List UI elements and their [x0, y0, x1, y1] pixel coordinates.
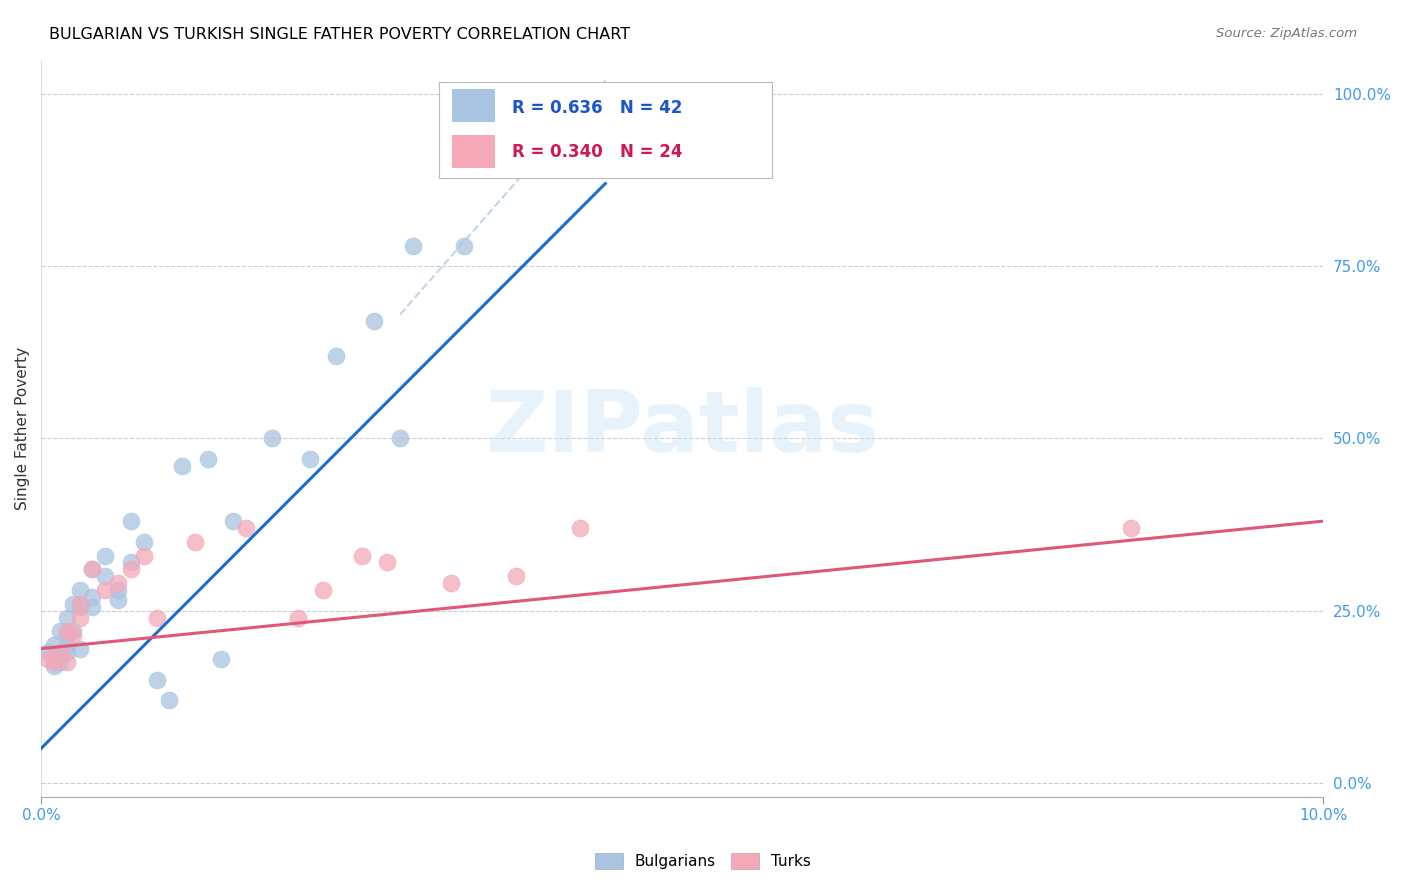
Point: [82, 600, 104, 615]
Point: [132, 549, 155, 563]
Legend: Bulgarians, Turks: Bulgarians, Turks: [589, 847, 817, 875]
Point: [350, 549, 373, 563]
Point: [82, 562, 104, 576]
Text: Source: ZipAtlas.com: Source: ZipAtlas.com: [1216, 27, 1357, 40]
Point: [82, 590, 104, 604]
Point: [62, 628, 84, 642]
Point: [37, 652, 59, 666]
Point: [94, 549, 117, 563]
Point: [49, 645, 72, 659]
Point: [69, 610, 91, 624]
Point: [260, 432, 283, 446]
Point: [120, 556, 142, 570]
Point: [120, 562, 142, 576]
Point: [197, 452, 219, 467]
Point: [55, 628, 77, 642]
Point: [62, 597, 84, 611]
Point: [172, 458, 194, 473]
Point: [42, 656, 65, 670]
Point: [145, 673, 167, 687]
Point: [55, 624, 77, 639]
Point: [107, 582, 129, 597]
Point: [69, 582, 91, 597]
Point: [593, 87, 616, 101]
Point: [568, 521, 591, 535]
Point: [82, 562, 104, 576]
Point: [453, 238, 475, 252]
Point: [55, 656, 77, 670]
Point: [42, 638, 65, 652]
Point: [49, 656, 72, 670]
Point: [363, 314, 385, 328]
Point: [107, 576, 129, 591]
Point: [37, 645, 59, 659]
Point: [132, 534, 155, 549]
Y-axis label: Single Father Poverty: Single Father Poverty: [15, 347, 30, 509]
Point: [287, 610, 309, 624]
Point: [492, 87, 515, 101]
Point: [49, 624, 72, 639]
Point: [530, 87, 553, 101]
Point: [69, 641, 91, 656]
Point: [157, 693, 180, 707]
Point: [62, 624, 84, 639]
Point: [120, 514, 142, 528]
Point: [55, 638, 77, 652]
Point: [209, 652, 232, 666]
Point: [555, 87, 578, 101]
Point: [325, 349, 347, 363]
Point: [402, 238, 425, 252]
Point: [42, 658, 65, 673]
Point: [107, 593, 129, 607]
Point: [375, 556, 398, 570]
Point: [49, 648, 72, 663]
Text: ZIPatlas: ZIPatlas: [485, 386, 879, 469]
Point: [505, 569, 527, 583]
Point: [55, 645, 77, 659]
Point: [145, 610, 167, 624]
Point: [69, 597, 91, 611]
Point: [389, 432, 412, 446]
Point: [1119, 521, 1142, 535]
Point: [55, 610, 77, 624]
Text: BULGARIAN VS TURKISH SINGLE FATHER POVERTY CORRELATION CHART: BULGARIAN VS TURKISH SINGLE FATHER POVER…: [49, 27, 630, 42]
Point: [222, 514, 245, 528]
Point: [94, 569, 117, 583]
Point: [94, 582, 117, 597]
Point: [235, 521, 257, 535]
Point: [69, 600, 91, 615]
Point: [312, 582, 335, 597]
Point: [299, 452, 322, 467]
Point: [184, 534, 207, 549]
Point: [440, 576, 463, 591]
